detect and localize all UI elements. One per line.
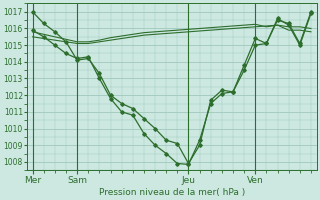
X-axis label: Pression niveau de la mer( hPa ): Pression niveau de la mer( hPa ) bbox=[99, 188, 245, 197]
